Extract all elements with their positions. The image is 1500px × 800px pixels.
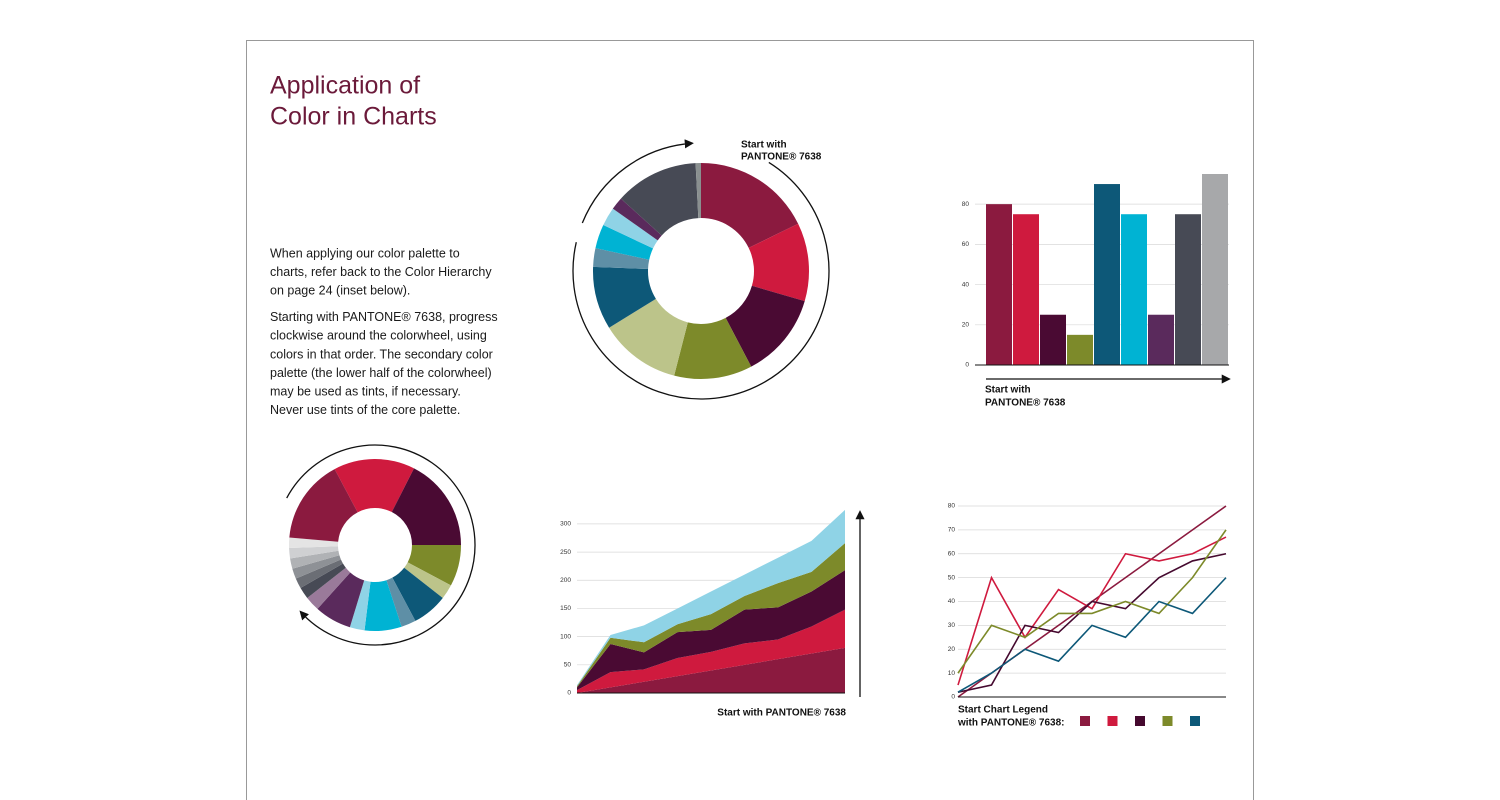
line-series: [957, 529, 1227, 674]
legend-swatch: [1107, 716, 1118, 726]
y-tick-label: 60: [962, 241, 970, 248]
paragraph-line: Never use tints of the core palette.: [270, 403, 460, 417]
bar: [1175, 214, 1201, 365]
bar: [1013, 214, 1039, 365]
bar: [986, 204, 1012, 365]
y-tick-label: 100: [560, 633, 571, 640]
legend-swatch: [1080, 716, 1090, 726]
pie-segment: [334, 459, 415, 513]
line-series: [957, 577, 1227, 693]
pie-segment: [289, 469, 358, 542]
annotation: PANTONE® 7638: [741, 152, 822, 163]
y-tick-label: 0: [567, 690, 571, 697]
y-tick-label: 30: [948, 622, 956, 629]
pie-segment: [620, 163, 699, 236]
pie-segment: [593, 248, 650, 270]
pie-segment: [300, 563, 346, 598]
y-tick-label: 80: [962, 201, 970, 208]
y-tick-label: 40: [962, 281, 970, 288]
paragraph-line: may be used as tints, if necessary.: [270, 384, 461, 398]
legend-swatch: [1135, 716, 1145, 726]
pie-segment: [391, 468, 461, 545]
pie-segment: [364, 580, 402, 631]
y-tick-label: 40: [948, 598, 956, 605]
y-tick-label: 300: [560, 521, 571, 528]
y-tick-label: 0: [965, 362, 969, 369]
title-line: Application of: [270, 72, 420, 100]
y-tick-label: 250: [560, 549, 571, 556]
bar: [1121, 214, 1147, 365]
pie-segment: [725, 285, 805, 367]
bar: [1094, 184, 1120, 365]
y-tick-label: 20: [948, 646, 956, 653]
pie-segment: [392, 567, 443, 621]
pie-segment: [609, 298, 688, 376]
line-series: [957, 536, 1227, 686]
paragraph-line: clockwise around the colorwheel, using: [270, 329, 487, 343]
paragraph-line: Starting with PANTONE® 7638, progress: [270, 310, 498, 324]
pie-segment: [404, 562, 451, 598]
bar: [1067, 334, 1093, 365]
pie-segment: [386, 577, 416, 627]
pie-segment: [289, 546, 339, 559]
legend-swatch: [1162, 716, 1173, 726]
paragraph-line: on page 24 (inset below).: [270, 283, 410, 297]
paragraph-line: colors in that order. The secondary colo…: [270, 347, 493, 361]
bar: [1202, 174, 1228, 365]
y-tick-label: 60: [948, 550, 956, 557]
y-tick-label: 150: [560, 605, 571, 612]
annotation: Start with PANTONE® 7638: [717, 708, 846, 719]
title-line: Color in Charts: [270, 103, 437, 131]
bar: [1148, 314, 1174, 365]
legend-swatch: [1190, 716, 1200, 726]
annotation: with PANTONE® 7638:: [957, 718, 1064, 729]
pie-segment: [603, 208, 658, 249]
area-band: [577, 570, 845, 691]
y-tick-label: 80: [948, 503, 956, 510]
pie-segment: [317, 572, 365, 628]
pie-segment: [695, 163, 701, 219]
pie-segment: [595, 225, 654, 260]
pie-segment: [290, 550, 340, 569]
pie-segment: [701, 163, 799, 248]
y-tick-label: 50: [948, 574, 956, 581]
pie-segment: [289, 537, 339, 549]
pie-segment: [307, 567, 351, 609]
y-tick-label: 200: [560, 577, 571, 584]
annotation: Start Chart Legend: [958, 705, 1048, 716]
annotation: Start with: [985, 385, 1031, 396]
y-tick-label: 20: [962, 322, 970, 329]
y-tick-label: 70: [948, 527, 956, 534]
pie-segment: [674, 317, 752, 379]
bar: [1040, 314, 1066, 365]
pie-segment: [295, 559, 343, 588]
area-band: [577, 609, 845, 693]
annotation: PANTONE® 7638: [985, 398, 1066, 409]
pie-segment: [748, 223, 809, 302]
paragraph-line: When applying our color palette to: [270, 246, 460, 260]
pie-segment: [407, 545, 461, 586]
paragraph-line: charts, refer back to the Color Hierarch…: [270, 265, 492, 279]
y-tick-label: 10: [948, 670, 956, 677]
pie-segment: [292, 555, 341, 579]
y-tick-label: 0: [951, 694, 955, 701]
y-tick-label: 50: [564, 662, 572, 669]
pie-segment: [612, 198, 662, 241]
area-band: [577, 509, 845, 687]
direction-arrow: [286, 444, 476, 646]
paragraph-line: palette (the lower half of the colorwhee…: [270, 366, 492, 380]
annotation: Start with: [741, 140, 787, 151]
pie-segment: [592, 266, 656, 328]
pie-segment: [349, 580, 371, 631]
area-band: [577, 543, 845, 688]
direction-arrow: [581, 139, 694, 224]
direction-arrow: [572, 161, 830, 400]
